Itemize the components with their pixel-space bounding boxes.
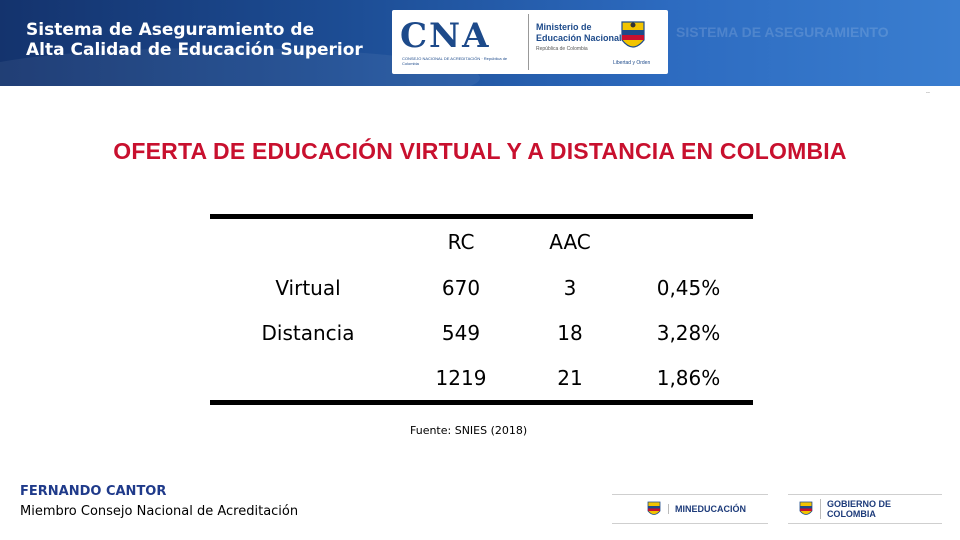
colombia-seal-icon [621, 21, 645, 48]
page-title: OFERTA DE EDUCACIÓN VIRTUAL Y A DISTANCI… [113, 138, 847, 164]
corner-mark: .. [926, 88, 930, 95]
ministry-line1: Ministerio de [536, 22, 592, 32]
table-cell: Distancia [261, 320, 355, 345]
system-title-line1: Sistema de Aseguramiento de [26, 20, 315, 40]
table-header-row: RC AAC [210, 219, 753, 265]
header-banner: Sistema de Aseguramiento de Alta Calidad… [0, 0, 960, 86]
colombia-seal-icon [647, 501, 661, 515]
table-row: Distancia 549 18 3,28% [210, 310, 753, 355]
table-cell: 1219 [435, 365, 487, 390]
ministry-line3: República de Colombia [536, 46, 588, 52]
table-row: Virtual 670 3 0,45% [210, 265, 753, 310]
source-note: Fuente: SNIES (2018) [410, 424, 528, 437]
table-cell: 21 [557, 365, 583, 390]
ministry-line2: Educación Nacional [536, 33, 622, 43]
institution-logos: CNA CONSEJO NACIONAL DE ACREDITACIÓN · R… [392, 10, 668, 74]
logo-divider [528, 14, 529, 70]
cna-logo: CNA [400, 16, 491, 56]
system-title-line2: Alta Calidad de Educación Superior [26, 40, 363, 60]
mineducacion-label: MINEDUCACIÓN [668, 504, 746, 514]
table-cell: 3 [563, 275, 577, 300]
table-cell: 18 [557, 320, 583, 345]
colombia-seal-icon [799, 501, 813, 515]
data-table: RC AAC Virtual 670 3 0,45% Distancia 549… [210, 214, 753, 405]
table-header-cell: AAC [549, 230, 591, 254]
table-row: 1219 21 1,86% [210, 355, 753, 400]
author-block: FERNANDO CANTOR Miembro Consejo Nacional… [20, 482, 298, 522]
table-cell: 0,45% [656, 275, 721, 300]
table-cell: 670 [441, 275, 481, 300]
cna-subtitle: CONSEJO NACIONAL DE ACREDITACIÓN · Repúb… [402, 56, 508, 66]
gobierno-label: GOBIERNO DE COLOMBIA [819, 499, 942, 519]
table-cell: 3,28% [656, 320, 721, 345]
table-cell: 1,86% [656, 365, 721, 390]
faded-heading: SISTEMA DE ASEGURAMIENTO [676, 24, 889, 40]
table-header-cell: RC [447, 230, 475, 254]
system-title: Sistema de Aseguramiento de Alta Calidad… [26, 20, 363, 60]
table-cell: 549 [441, 320, 481, 345]
author-role: Miembro Consejo Nacional de Acreditación [20, 504, 299, 519]
seal-caption: Libertad y Orden [613, 60, 651, 66]
gobierno-logo: GOBIERNO DE COLOMBIA [788, 494, 942, 524]
ministry-logo: Ministerio de Educación Nacional Repúbli… [536, 22, 622, 55]
table-cell: Virtual [275, 275, 341, 300]
author-name: FERNANDO CANTOR [20, 484, 167, 499]
mineducacion-logo: MINEDUCACIÓN [612, 494, 768, 524]
